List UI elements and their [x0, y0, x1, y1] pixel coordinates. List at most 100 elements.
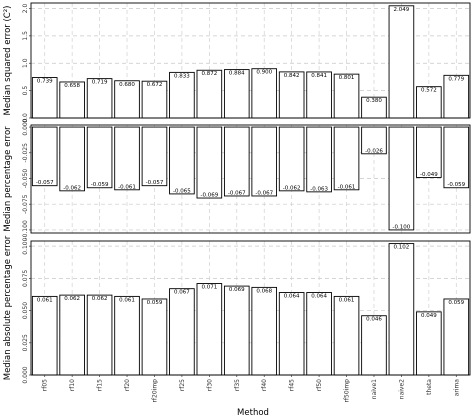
bar-value-label: 0.067	[174, 290, 190, 296]
bar-value-label: -0.065	[173, 188, 191, 194]
bar-rf20	[114, 126, 140, 191]
bar-value-label: 0.841	[311, 73, 327, 79]
bar-value-label: -0.062	[63, 185, 81, 191]
bar-rf40	[251, 126, 278, 197]
x-tick-label: rf35	[234, 379, 241, 391]
bar-value-label: -0.062	[283, 185, 301, 191]
bar-arima	[443, 126, 470, 189]
bar-theta	[416, 126, 442, 178]
bar-value-label: 0.061	[37, 297, 53, 303]
bar-naive2	[388, 5, 415, 119]
bar-rf30	[196, 69, 223, 119]
panel-mse: 0.739 0.658 0.719 0.680 0.672 0.833 0.872 0.884…	[3, 2, 471, 123]
bar-rf20imp	[141, 126, 168, 187]
bar-rf05	[31, 77, 58, 119]
x-tick-label: rf50	[316, 379, 323, 391]
bar-value-label: 0.884	[229, 71, 245, 77]
bar-value-label: 0.680	[119, 82, 135, 88]
y-tick-label: 0.025	[22, 334, 29, 351]
bar-value-label: 0.672	[147, 82, 163, 88]
bar-rf25	[169, 126, 195, 195]
panel-mpe: -0.057 -0.062 -0.059 -0.061 -0.057 -0.065 -0.0…	[3, 118, 471, 240]
bar-value-label: -0.061	[338, 184, 356, 190]
y-tick-label: -0.075	[22, 194, 29, 214]
bar-rf50	[306, 71, 332, 119]
y-tick-label: 0.000	[22, 366, 29, 383]
bar-value-label: 0.046	[366, 317, 382, 323]
x-axis-title: Method	[237, 408, 269, 418]
panel-mape: 0.061 0.062 0.062 0.061 0.059 0.067 0.071 0.069…	[3, 235, 471, 384]
bar-rf15	[86, 78, 113, 119]
bar-rf35	[223, 126, 250, 197]
bar-value-label: 0.068	[256, 288, 272, 294]
bar-rf25	[169, 71, 195, 119]
bar-rf25	[169, 288, 195, 376]
y-tick-label: 2.0	[22, 4, 29, 14]
y-tick-label: 0.050	[22, 302, 29, 319]
x-tick-label: rf20	[124, 379, 131, 391]
bar-value-label: 0.069	[229, 287, 245, 293]
x-tick-label: rf05	[42, 379, 49, 391]
bar-value-label: -0.067	[228, 190, 246, 196]
bar-value-label: 0.071	[201, 285, 217, 291]
bar-value-label: 0.102	[394, 245, 410, 251]
bar-value-label: -0.100	[393, 224, 411, 230]
x-tick-label: rf25	[179, 379, 186, 391]
y-axis-title: Median percentage error	[3, 126, 13, 232]
bar-value-label: 0.062	[92, 296, 108, 302]
x-tick-label: naive1	[371, 379, 378, 399]
panel-border	[30, 124, 471, 234]
y-tick-label: -0.050	[22, 169, 29, 189]
bar-rf05	[31, 295, 58, 376]
y-tick-label: 0.075	[22, 270, 29, 287]
bar-value-label: -0.057	[36, 180, 54, 186]
bar-arima	[443, 74, 470, 119]
bar-value-label: -0.049	[420, 172, 438, 178]
bar-rf50imp	[333, 295, 360, 376]
bar-arima	[443, 298, 470, 376]
bar-rf10	[59, 294, 85, 376]
bar-rf35	[223, 69, 250, 119]
bar-rf05	[31, 126, 58, 187]
bar-value-label: 0.842	[284, 73, 300, 79]
bar-value-label: 2.049	[394, 7, 410, 13]
bar-value-label: 0.833	[174, 73, 190, 79]
bar-rf50	[306, 292, 332, 376]
y-tick-label: -0.025	[22, 143, 29, 163]
bar-value-label: 0.779	[448, 76, 464, 82]
bar-rf50imp	[333, 126, 360, 191]
x-tick-label: rf45	[289, 379, 296, 391]
bar-naive1	[361, 315, 387, 376]
y-axis-title: Median squared error (C²)	[3, 6, 13, 116]
bar-naive2	[388, 243, 415, 376]
bar-value-label: -0.059	[91, 182, 109, 188]
bar-naive2	[388, 126, 415, 231]
panel-border	[30, 2, 471, 119]
x-tick-label: rf20imp	[151, 379, 158, 403]
x-tick-label: rf10	[69, 379, 76, 391]
bar-rf35	[223, 285, 250, 376]
y-axis-title: Median absolute percentage error	[3, 235, 13, 380]
bar-value-label: 0.061	[119, 297, 135, 303]
y-tick-label: 0.0	[22, 113, 29, 123]
bar-rf45	[278, 126, 305, 192]
x-tick-label: arima	[453, 379, 460, 397]
bar-value-label: -0.026	[365, 148, 383, 154]
bar-theta	[416, 86, 442, 119]
bar-value-label: 0.059	[448, 300, 464, 306]
bar-value-label: -0.067	[255, 190, 273, 196]
bar-value-label: 0.059	[147, 300, 163, 306]
bar-value-label: -0.063	[310, 186, 328, 192]
bar-rf45	[278, 292, 305, 376]
bar-value-label: 0.872	[201, 71, 217, 77]
bar-value-label: 0.900	[256, 70, 272, 76]
bar-rf20imp	[141, 298, 168, 376]
bar-value-label: -0.061	[118, 184, 136, 190]
bar-rf50imp	[333, 73, 360, 119]
y-tick-label: 1.0	[22, 58, 29, 68]
bar-naive1	[361, 126, 387, 155]
bar-rf15	[86, 294, 113, 376]
x-tick-label: rf40	[261, 379, 268, 391]
x-tick-label: rf50imp	[344, 379, 351, 403]
